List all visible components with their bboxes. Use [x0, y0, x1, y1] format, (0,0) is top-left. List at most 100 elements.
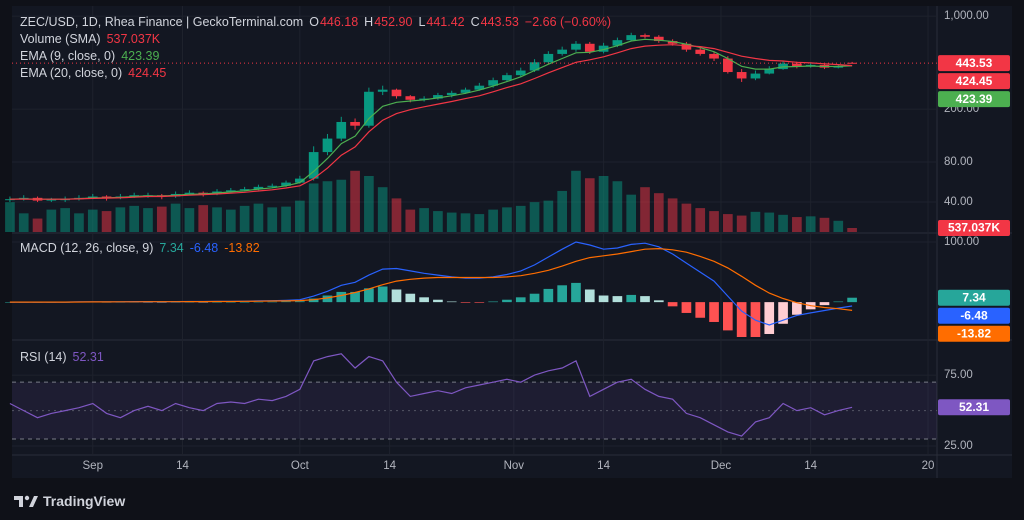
candle-body [267, 185, 278, 187]
macd-histogram-bar [778, 302, 788, 324]
volume-bar [543, 200, 554, 232]
macd-histogram-bar [847, 297, 857, 303]
volume-bar [819, 217, 830, 232]
volume-bar [502, 207, 512, 232]
axis-value-label: 424.45 [956, 74, 993, 88]
ohlc-value: 452.90 [374, 15, 413, 29]
rsi-legend: RSI (14) 52.31 [20, 349, 110, 366]
macd-histogram-bar [391, 289, 402, 303]
candle-body [515, 70, 526, 76]
macd-histogram-bar [143, 302, 153, 303]
volume-bar [433, 211, 443, 232]
macd-line [9, 247, 853, 311]
candle-body [198, 192, 209, 194]
candle-body [225, 190, 236, 192]
axis-value-box [938, 307, 1010, 324]
macd-histogram-bar [350, 291, 360, 303]
macd-histogram-bar [460, 302, 471, 303]
candle-body [695, 49, 706, 54]
volume-bar [115, 207, 126, 232]
title: MACD (12, 26, close, 9) [20, 241, 154, 255]
series-value: 423.39 [121, 49, 160, 63]
candle-body [488, 80, 498, 86]
axis-value-label: 52.31 [959, 400, 989, 414]
candle-body [391, 89, 402, 97]
volume-bar [792, 217, 802, 232]
volume-bar [557, 190, 567, 232]
axis-value-label: 443.53 [956, 56, 993, 70]
volume-bar [143, 208, 153, 232]
candle-body [529, 62, 540, 71]
volume-name: Volume (SMA) [20, 32, 101, 46]
macd-histogram-bar [695, 302, 706, 318]
candle-body [350, 121, 360, 126]
rsi-line [9, 353, 853, 437]
volume-bar [377, 187, 388, 232]
volume-bar [350, 170, 360, 232]
candle-body [571, 43, 581, 50]
candle-body [736, 72, 747, 79]
footer: TradingView [14, 490, 125, 512]
axis-value-box [938, 91, 1010, 108]
macd-histogram-bar [405, 293, 416, 303]
ohlc-value: 441.42 [426, 15, 465, 29]
axis-value-label: 537.037K [948, 221, 1000, 235]
volume-bar [156, 206, 167, 232]
volume-bar [198, 205, 209, 232]
macd-histogram-bar [377, 286, 388, 303]
volume-bar [833, 220, 844, 232]
ohlc-key: L [418, 15, 426, 29]
chart: Sep 14 Oct 14 Nov 14 Dec 14 2040.0080.00200.001,… [5, 6, 1012, 478]
ohlc-key: H [364, 15, 374, 29]
price-legend: ZEC/USD, 1D, Rhea Finance | GeckoTermina… [20, 14, 617, 82]
histogram-value: 7.34 [159, 241, 184, 255]
macd-histogram-bar [446, 301, 457, 303]
y-tick-label: 25.00 [944, 440, 973, 452]
volume-bar [336, 179, 347, 232]
axis-value-box [938, 55, 1010, 72]
candle-body [419, 98, 429, 100]
volume-bar [847, 227, 857, 232]
candle-body [764, 69, 775, 74]
volume-bar [212, 207, 222, 232]
candle-body [750, 73, 761, 79]
ohlc-value: 446.18 [319, 15, 359, 29]
macd-histogram-bar [529, 293, 540, 303]
x-tick-label: Nov [504, 460, 525, 472]
candle-body [129, 195, 140, 197]
macd-histogram-bar [364, 288, 374, 303]
macd-histogram-bar [723, 302, 733, 331]
y-tick-label: 40.00 [944, 196, 973, 208]
macd-histogram-bar [612, 296, 623, 303]
macd-histogram-bar [419, 297, 429, 303]
series-value: 424.45 [128, 66, 167, 80]
volume-bar [529, 202, 540, 232]
candle-body [502, 75, 512, 81]
macd-histogram-bar [225, 301, 236, 303]
candle-body [322, 138, 333, 153]
candle-body [460, 89, 471, 93]
x-tick-label: 20 [922, 460, 935, 472]
macd-histogram-bar [184, 302, 195, 303]
candle-body [612, 40, 623, 46]
candle-body [557, 49, 567, 54]
macd-histogram-bar [281, 301, 291, 303]
macd-histogram-bar [709, 302, 719, 322]
ema-line [9, 44, 853, 200]
macd-histogram-bar [253, 301, 264, 303]
macd-histogram-bar [267, 301, 278, 303]
footer-text[interactable]: TradingView [43, 493, 126, 509]
macd-histogram-bar [557, 285, 567, 303]
title: ZEC/USD, 1D, Rhea Finance | GeckoTermina… [20, 15, 304, 29]
x-tick-label: Oct [291, 460, 310, 472]
candle-body [405, 96, 416, 100]
macd-histogram-bar [543, 288, 554, 303]
macd-histogram-bar [295, 301, 305, 303]
macd-histogram-bar [819, 302, 830, 306]
candle-body [792, 63, 802, 67]
series-value: -13.82 [224, 241, 260, 255]
candle-body [709, 53, 719, 59]
macd-histogram-bar [198, 302, 209, 303]
macd-histogram-bar [212, 302, 222, 303]
candle-body [640, 35, 650, 37]
